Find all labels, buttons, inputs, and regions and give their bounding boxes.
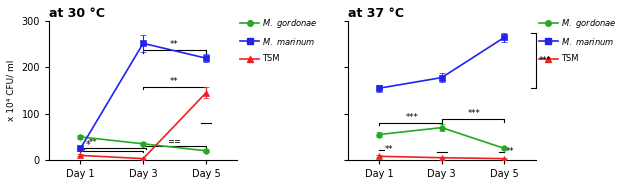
Text: TSM: TSM (561, 54, 578, 63)
Text: ***: *** (468, 109, 481, 118)
Text: ***: *** (538, 56, 551, 65)
Y-axis label: x 10⁴ CFU/ ml: x 10⁴ CFU/ ml (7, 60, 16, 121)
Text: **: ** (506, 147, 514, 156)
Text: TSM: TSM (263, 54, 280, 63)
Text: **: ** (385, 145, 394, 154)
Text: $\it{M.}$ $\it{gordonae}$: $\it{M.}$ $\it{gordonae}$ (263, 17, 318, 30)
Text: $\it{M.}$ $\it{marinum}$: $\it{M.}$ $\it{marinum}$ (263, 36, 316, 46)
Text: **: ** (170, 40, 178, 49)
Text: $\it{M.}$ $\it{marinum}$: $\it{M.}$ $\it{marinum}$ (561, 36, 614, 46)
Text: ***: *** (405, 113, 418, 122)
Text: *: * (85, 140, 90, 150)
Text: $\it{M.}$ $\it{gordonae}$: $\it{M.}$ $\it{gordonae}$ (561, 17, 617, 30)
Text: at 30 °C: at 30 °C (49, 7, 105, 20)
Text: ==: == (168, 137, 181, 146)
Text: **: ** (89, 138, 97, 147)
Text: at 37 °C: at 37 °C (347, 7, 404, 20)
Text: **: ** (170, 77, 178, 86)
